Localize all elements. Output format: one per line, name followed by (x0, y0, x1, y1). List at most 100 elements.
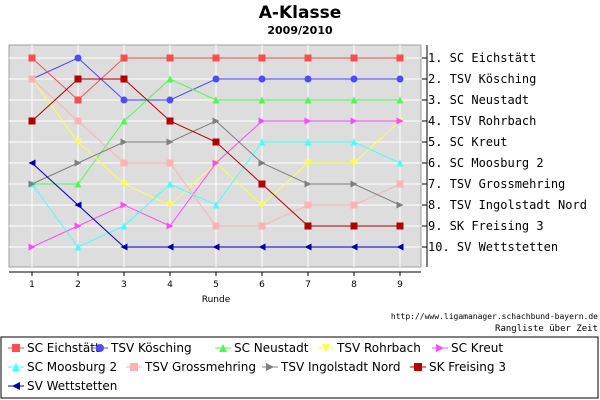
data-point (304, 54, 312, 62)
data-point (74, 96, 82, 104)
rank-label: 6. SC Moosburg 2 (428, 156, 544, 170)
data-point (120, 159, 128, 167)
x-tick-label: 2 (75, 280, 81, 290)
data-point (212, 201, 220, 209)
x-tick-label: 4 (167, 280, 173, 290)
x-tick-label: 9 (397, 280, 403, 290)
data-point (350, 222, 358, 230)
rank-label: 1. SC Eichstätt (428, 51, 536, 65)
data-point (74, 180, 82, 188)
data-point (166, 159, 174, 167)
data-point (28, 180, 36, 188)
data-point (350, 96, 358, 104)
data-point (74, 138, 82, 146)
data-point (304, 159, 312, 167)
chart-title: A-Klasse (259, 3, 341, 23)
data-point (120, 180, 128, 188)
data-point (74, 54, 82, 62)
data-point (166, 243, 174, 251)
data-point (212, 117, 220, 125)
data-point (28, 54, 36, 62)
series-2 (28, 75, 404, 188)
legend-marker (12, 363, 20, 371)
data-point (350, 243, 358, 251)
rank-label: 10. SV Wettstetten (428, 240, 558, 254)
legend-marker (414, 363, 422, 371)
data-point (258, 222, 266, 230)
data-point (396, 54, 404, 62)
data-point (166, 75, 174, 83)
rank-label: 5. SC Kreut (428, 135, 507, 149)
data-point (212, 159, 220, 167)
legend-label: SV Wettstetten (27, 379, 117, 393)
legend-item: TSV Kösching (92, 341, 192, 355)
rank-label: 9. SK Freising 3 (428, 219, 544, 233)
data-point (350, 54, 358, 62)
data-point (258, 180, 266, 188)
data-point (166, 54, 174, 62)
series-7 (28, 117, 404, 209)
legend-item: SC Kreut (432, 341, 503, 355)
data-point (258, 117, 266, 125)
rank-axis: 1. SC Eichstätt 2. TSV Kösching 3. SC Neus… (422, 45, 587, 267)
legend-item: TSV Rohrbach (318, 341, 421, 355)
data-point (166, 201, 174, 209)
data-point (350, 75, 358, 83)
data-point (258, 54, 266, 62)
legend-label: TSV Rohrbach (336, 341, 421, 355)
x-tick-label: 3 (121, 280, 127, 290)
credit-url: http://www.ligamanager.schachbund-bayern… (391, 312, 598, 321)
data-point (304, 117, 312, 125)
series-layer (28, 54, 404, 251)
data-point (166, 180, 174, 188)
rank-label: 2. TSV Kösching (428, 72, 536, 86)
legend-item: SC Eichstätt (8, 341, 100, 355)
legend-marker (12, 344, 20, 352)
rank-label: 4. TSV Rohrbach (428, 114, 536, 128)
data-point (212, 54, 220, 62)
x-tick-label: 7 (305, 280, 311, 290)
legend-marker (219, 344, 227, 352)
data-point (120, 54, 128, 62)
data-point (396, 159, 404, 167)
data-point (350, 159, 358, 167)
data-point (304, 96, 312, 104)
data-point (28, 75, 36, 83)
rank-label: 8. TSV Ingolstadt Nord (428, 198, 587, 212)
chart-caption: Rangliste über Zeit (495, 324, 598, 334)
data-point (120, 117, 128, 125)
data-point (28, 243, 36, 251)
data-point (28, 159, 36, 167)
x-axis-label: Runde (202, 295, 231, 305)
data-point (396, 96, 404, 104)
data-point (166, 117, 174, 125)
data-point (166, 222, 174, 230)
legend-item: SC Neustadt (215, 341, 309, 355)
data-point (120, 138, 128, 146)
data-point (396, 117, 404, 125)
legend-marker (130, 363, 138, 371)
legend: SC Eichstätt TSV Kösching SC Neustadt TSV R… (8, 341, 506, 393)
data-point (212, 138, 220, 146)
x-tick-label: 6 (259, 280, 265, 290)
legend-label: SC Kreut (451, 341, 503, 355)
series-6 (28, 75, 404, 230)
data-point (74, 201, 82, 209)
rank-label: 3. SC Neustadt (428, 93, 529, 107)
x-tick-label: 1 (29, 280, 35, 290)
legend-marker (12, 382, 20, 390)
data-point (396, 243, 404, 251)
data-point (350, 201, 358, 209)
series-9 (28, 159, 404, 251)
data-point (212, 222, 220, 230)
legend-label: SK Freising 3 (429, 360, 506, 374)
data-point (304, 75, 312, 83)
chart-subtitle: 2009/2010 (267, 24, 333, 37)
legend-label: SC Moosburg 2 (27, 360, 117, 374)
data-point (74, 222, 82, 230)
data-point (74, 159, 82, 167)
x-axis: 1 2 3 4 5 6 7 8 9 (9, 271, 421, 290)
legend-item: SV Wettstetten (8, 379, 117, 393)
data-point (350, 180, 358, 188)
data-point (396, 222, 404, 230)
